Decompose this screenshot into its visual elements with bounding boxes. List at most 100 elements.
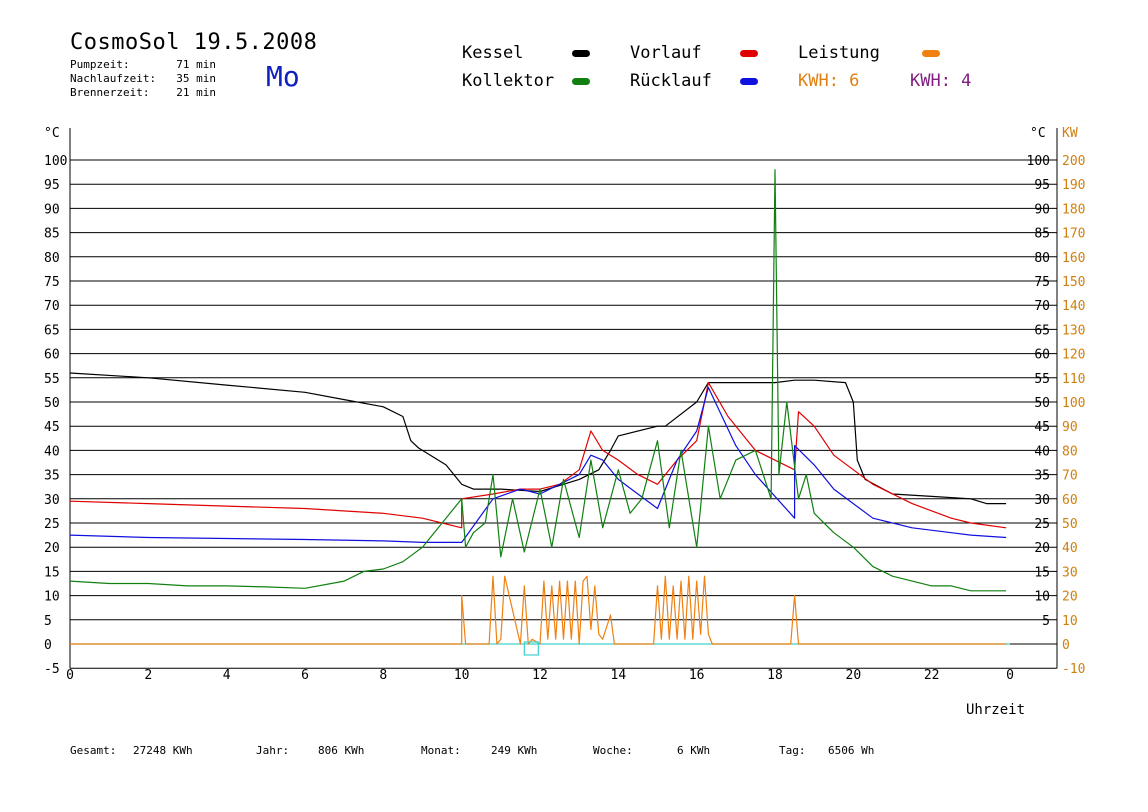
- axes: [69, 128, 1058, 669]
- y-tick-label-left: -5: [44, 662, 60, 677]
- y-tick-label-right: 20: [1034, 541, 1050, 556]
- y-tick-label-left: 5: [44, 614, 52, 629]
- y-tick-label-left: 40: [44, 444, 60, 459]
- y-tick-label-right: 15: [1034, 565, 1050, 580]
- y-tick-label-kw: 40: [1062, 541, 1078, 556]
- y-tick-label-kw: 190: [1062, 178, 1085, 193]
- x-tick-label: 22: [924, 668, 940, 683]
- y-tick-label-kw: 90: [1062, 420, 1078, 435]
- x-tick-label: 18: [767, 668, 783, 683]
- marker-box: [523, 641, 539, 656]
- y-tick-label-right: 40: [1034, 444, 1050, 459]
- y-tick-label-kw: 60: [1062, 493, 1078, 508]
- series-line-kessel: [69, 372, 1007, 505]
- x-tick-label: 14: [611, 668, 627, 683]
- legend-kollektor-swatch: [572, 78, 590, 85]
- x-tick-label: 6: [301, 668, 309, 683]
- y-tick-label-left: 55: [44, 372, 60, 387]
- footer-jahr-value: 806 KWh: [318, 744, 365, 757]
- y-tick-label-kw: 150: [1062, 275, 1085, 290]
- footer-woche-value: 6 KWh: [677, 744, 711, 757]
- y-unit-left: °C: [44, 126, 60, 141]
- y-tick-label-kw: 50: [1062, 517, 1078, 532]
- series-line-kollektor: [69, 169, 1007, 592]
- y-tick-label-kw: 20: [1062, 590, 1078, 605]
- footer-monat-value: 249 KWh: [491, 744, 538, 757]
- legend-vorlauf: Vorlauf: [630, 43, 702, 63]
- y-tick-label-right: 70: [1034, 299, 1050, 314]
- legend-kessel-swatch: [572, 50, 590, 57]
- y-tick-label-right: 95: [1034, 178, 1050, 193]
- x-tick-label: 10: [454, 668, 470, 683]
- chart-title: CosmoSol 19.5.2008: [70, 30, 318, 55]
- y-tick-label-right: 100: [1027, 154, 1050, 169]
- stat-label-brennerzeit: Brennerzeit:: [70, 86, 150, 99]
- y-tick-label-left: 30: [44, 493, 60, 508]
- y-tick-label-left: 95: [44, 178, 60, 193]
- y-tick-label-left: 65: [44, 323, 60, 338]
- y-tick-label-right: 50: [1034, 396, 1050, 411]
- y-tick-label-right: 80: [1034, 251, 1050, 266]
- y-tick-label-left: 80: [44, 251, 60, 266]
- y-tick-label-left: 15: [44, 565, 60, 580]
- y-tick-label-kw: 200: [1062, 154, 1085, 169]
- y-tick-label-kw: 100: [1062, 396, 1085, 411]
- y-tick-label-right: 85: [1034, 227, 1050, 242]
- footer-jahr-label: Jahr:: [256, 744, 290, 757]
- y-tick-label-right: 10: [1034, 590, 1050, 605]
- y-tick-label-kw: 160: [1062, 251, 1085, 266]
- stat-value-pumpzeit: 71 min: [176, 58, 216, 71]
- x-tick-label: 0: [66, 668, 74, 683]
- weekday-label: Mo: [266, 60, 300, 93]
- y-tick-label-left: 60: [44, 348, 60, 363]
- y-tick-label-right: 60: [1034, 348, 1050, 363]
- series-line-vorlauf: [69, 382, 1007, 529]
- y-tick-label-left: 45: [44, 420, 60, 435]
- legend-vorlauf-swatch: [740, 50, 758, 57]
- stat-value-brennerzeit: 21 min: [176, 86, 216, 99]
- footer-gesamt-label: Gesamt:: [70, 744, 117, 757]
- y-tick-label-right: 75: [1034, 275, 1050, 290]
- stat-label-pumpzeit: Pumpzeit:: [70, 58, 130, 71]
- legend-leistung-swatch: [922, 50, 940, 57]
- legend-kwh-2: KWH: 4: [910, 71, 972, 91]
- y-tick-label-left: 100: [44, 154, 67, 169]
- y-tick-label-left: 90: [44, 202, 60, 217]
- y-tick-label-kw: 130: [1062, 323, 1085, 338]
- y-tick-label-kw: 70: [1062, 469, 1078, 484]
- legend-ruecklauf: Rücklauf: [630, 71, 712, 91]
- y-tick-label-kw: 10: [1062, 614, 1078, 629]
- y-tick-label-kw: 110: [1062, 372, 1085, 387]
- y-tick-label-kw: 80: [1062, 444, 1078, 459]
- stat-value-nachlaufzeit: 35 min: [176, 72, 216, 85]
- y-tick-label-right: 35: [1034, 469, 1050, 484]
- y-tick-label-left: 20: [44, 541, 60, 556]
- y-tick-label-left: 25: [44, 517, 60, 532]
- y-tick-label-kw: 120: [1062, 348, 1085, 363]
- y-tick-label-kw: 30: [1062, 565, 1078, 580]
- stat-label-nachlaufzeit: Nachlaufzeit:: [70, 72, 157, 85]
- y-tick-label-kw: 0: [1062, 638, 1070, 653]
- legend-kwh-1: KWH: 6: [798, 71, 860, 91]
- y-unit-right: °C: [1030, 126, 1046, 141]
- x-tick-label: 4: [223, 668, 231, 683]
- legend-ruecklauf-swatch: [740, 78, 758, 85]
- y-tick-label-kw: -10: [1062, 662, 1085, 677]
- x-tick-label: 2: [144, 668, 152, 683]
- x-tick-label: 16: [689, 668, 705, 683]
- y-tick-label-left: 0: [44, 638, 52, 653]
- footer-monat-label: Monat:: [421, 744, 461, 757]
- y-tick-label-left: 70: [44, 299, 60, 314]
- grid-lines: [70, 159, 1057, 669]
- y-tick-label-right: 5: [1042, 614, 1050, 629]
- x-tick-label: 8: [379, 668, 387, 683]
- footer-gesamt-value: 27248 KWh: [133, 744, 193, 757]
- x-tick-label: 12: [532, 668, 548, 683]
- y-tick-label-left: 35: [44, 469, 60, 484]
- y-tick-label-right: 55: [1034, 372, 1050, 387]
- series-line-rcklauf: [69, 386, 1007, 544]
- y-tick-label-left: 50: [44, 396, 60, 411]
- x-axis-label: Uhrzeit: [966, 702, 1026, 718]
- y-tick-label-right: 45: [1034, 420, 1050, 435]
